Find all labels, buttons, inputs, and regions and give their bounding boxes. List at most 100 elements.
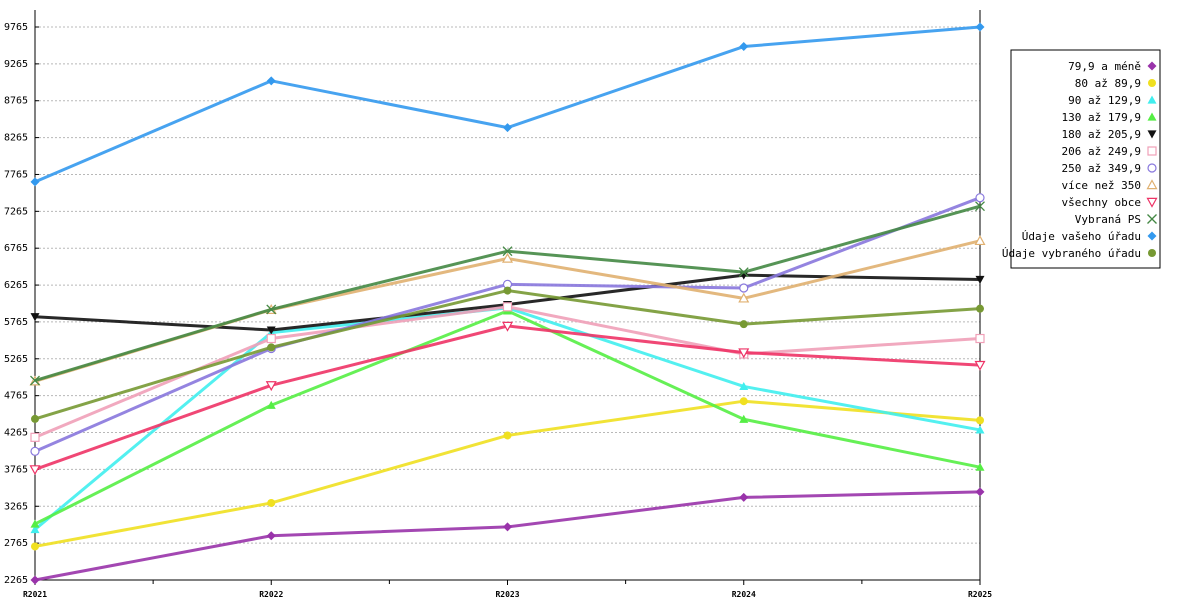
y-tick-label: 3265: [4, 501, 28, 512]
x-tick-label: R2023: [495, 590, 519, 599]
point-marker: [30, 177, 40, 187]
marker-stroke: [1147, 214, 1157, 224]
point-marker: [29, 465, 41, 476]
point-marker: [266, 326, 276, 335]
point-marker: [974, 360, 986, 371]
y-tick-label: 6765: [4, 243, 28, 254]
point-marker: [502, 246, 513, 257]
point-marker: [974, 235, 986, 246]
series-line: [34, 25, 981, 184]
point-marker: [502, 302, 513, 312]
point-marker: [30, 313, 40, 322]
point-marker: [30, 575, 40, 585]
y-tick-label: 5265: [4, 354, 28, 365]
x-tick-label: R2022: [259, 590, 283, 599]
point-marker: [739, 381, 749, 391]
marker-stroke: [30, 375, 40, 386]
y-tick-label: 7765: [4, 169, 28, 180]
point-marker: [739, 42, 749, 52]
legend-item: Vybraná PS: [1075, 213, 1157, 226]
point-marker: [31, 542, 39, 551]
x-tick-label: R2021: [23, 590, 47, 599]
legend-item: Údaje vašeho úřadu: [1022, 230, 1157, 243]
series-250-a-349-9: [30, 193, 985, 456]
point-marker: [1147, 112, 1157, 121]
x-tick-label: R2024: [732, 590, 756, 599]
y-tick-label: 8765: [4, 96, 28, 107]
legend-label: 90 až 129,9: [1068, 94, 1141, 107]
legend-label: všechny obce: [1062, 196, 1141, 209]
point-marker: [975, 462, 985, 471]
point-marker: [1147, 130, 1157, 139]
point-marker: [266, 400, 276, 409]
point-marker: [739, 492, 749, 502]
y-tick-label: 9265: [4, 59, 28, 70]
point-marker: [267, 498, 276, 507]
marker-stroke: [975, 201, 985, 212]
point-marker: [1147, 95, 1157, 104]
y-tick-label: 6265: [4, 280, 28, 291]
y-tick-label: 4765: [4, 391, 28, 402]
y-tick-label: 2765: [4, 538, 28, 549]
marker-stroke: [502, 246, 513, 257]
point-marker: [739, 397, 748, 406]
point-marker: [1146, 197, 1158, 208]
point-marker: [975, 425, 985, 434]
series-80-a-89-9: [31, 397, 984, 551]
point-marker: [739, 320, 748, 329]
point-marker: [1147, 146, 1157, 156]
legend-item: 180 až 205,9: [1062, 128, 1157, 141]
point-marker: [503, 286, 512, 295]
point-marker: [30, 375, 40, 386]
series-line: [34, 490, 981, 582]
legend-label: 130 až 179,9: [1062, 111, 1141, 124]
point-marker: [739, 283, 749, 293]
point-marker: [975, 275, 985, 285]
legend-label: Údaje vašeho úřadu: [1022, 230, 1141, 243]
legend-item: 79,9 a méně: [1068, 60, 1157, 73]
legend-label: Vybraná PS: [1075, 213, 1141, 226]
series-vybran-ps: [30, 201, 985, 386]
point-marker: [1146, 179, 1158, 190]
point-marker: [975, 193, 985, 203]
point-marker: [975, 487, 985, 497]
point-marker: [30, 446, 40, 456]
y-tick-label: 7265: [4, 206, 28, 217]
y-tick-label: 3765: [4, 464, 28, 475]
point-marker: [266, 76, 276, 86]
series-daje-va-eho-adu: [30, 22, 985, 187]
x-tick-labels: R2021 R2022 R2023 R2024 R2025: [23, 580, 992, 599]
legend-item: více než 350: [1062, 179, 1158, 192]
x-tick-label: R2025: [968, 590, 992, 599]
legend-label: 180 až 205,9: [1062, 128, 1141, 141]
legend-label: 206 až 249,9: [1062, 145, 1141, 158]
legend-label: 250 až 349,9: [1062, 162, 1141, 175]
point-marker: [738, 292, 750, 303]
marker-stroke: [266, 304, 277, 315]
series-daje-vybran-ho-adu: [31, 286, 984, 423]
point-marker: [267, 343, 276, 352]
legend-item: 90 až 129,9: [1068, 94, 1157, 107]
point-marker: [1148, 79, 1156, 87]
point-marker: [266, 304, 277, 315]
marker-stroke: [738, 267, 749, 278]
series-lines: [29, 22, 986, 585]
legend-label: více než 350: [1062, 179, 1141, 192]
y-tick-labels: 2265 2765 3265 3765 4265 4765 5265 5765 6265 6765…: [4, 22, 28, 586]
legend-box: [1010, 49, 1161, 269]
point-marker: [976, 416, 984, 425]
point-marker: [31, 414, 39, 423]
series-79-9-a-m-n: [30, 487, 985, 585]
grid-lines: [35, 26, 980, 581]
point-marker: [501, 252, 514, 263]
point-marker: [975, 22, 985, 32]
point-marker: [1147, 163, 1157, 173]
point-marker: [976, 304, 984, 313]
legend-item: 250 až 349,9: [1062, 162, 1157, 175]
point-marker: [1148, 249, 1156, 257]
point-marker: [30, 524, 40, 534]
point-marker: [975, 201, 985, 212]
point-marker: [30, 519, 40, 528]
legend-label: 79,9 a méně: [1068, 60, 1141, 73]
